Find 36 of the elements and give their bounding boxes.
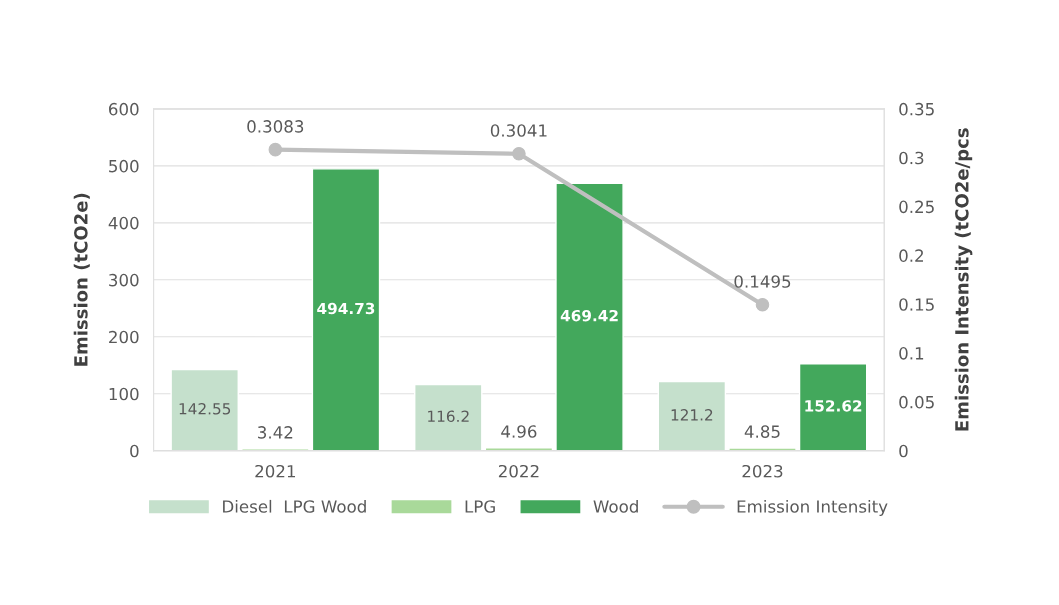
legend-label: Diesel LPG Wood [223, 499, 366, 513]
data-label: 4.85 [744, 425, 780, 438]
data-label: 0.3041 [490, 124, 547, 137]
x-tick-label: 2021 [255, 464, 296, 478]
y-axis-title: Emission (tCO2e) [73, 193, 90, 366]
data-label: 0.1495 [734, 275, 791, 288]
data-label: 469.42 [560, 309, 618, 322]
x-tick-label: 2023 [742, 464, 783, 478]
data-label: 121.2 [671, 409, 713, 421]
y-tick-label: 0 [130, 444, 139, 458]
y-tick-label: 400 [108, 216, 139, 230]
y2-tick-label: 0.35 [899, 102, 934, 116]
y-tick-label: 300 [109, 273, 139, 287]
data-label: 0.3083 [247, 120, 304, 133]
data-label: 116.2 [428, 410, 469, 423]
legend-label: Wood [593, 499, 638, 513]
y2-tick-label: 0.25 [899, 200, 934, 214]
data-label: 4.96 [501, 425, 537, 438]
y2-tick-label: 0 [899, 444, 908, 458]
legend-label: LPG [465, 500, 495, 513]
y2-tick-label: 0.1 [899, 347, 924, 360]
y2-tick-label: 0.05 [899, 395, 934, 409]
y-tick-label: 600 [109, 102, 139, 116]
y2-tick-label: 0.15 [899, 298, 934, 311]
data-label: 152.62 [805, 400, 862, 412]
data-label: 142.55 [179, 403, 231, 415]
data-label: 494.73 [317, 302, 375, 315]
y-tick-label: 500 [109, 159, 139, 173]
y2-axis-title: Emission Intensity (tCO2e/pcs [954, 128, 973, 431]
data-label: 3.42 [258, 426, 293, 439]
y-tick-label: 200 [109, 330, 139, 344]
x-tick-label: 2022 [498, 464, 539, 478]
legend-label: Emission Intensity [737, 499, 888, 517]
y2-tick-label: 0.2 [899, 249, 923, 262]
y2-tick-label: 0.3 [899, 151, 924, 165]
y-tick-label: 100 [109, 387, 139, 401]
